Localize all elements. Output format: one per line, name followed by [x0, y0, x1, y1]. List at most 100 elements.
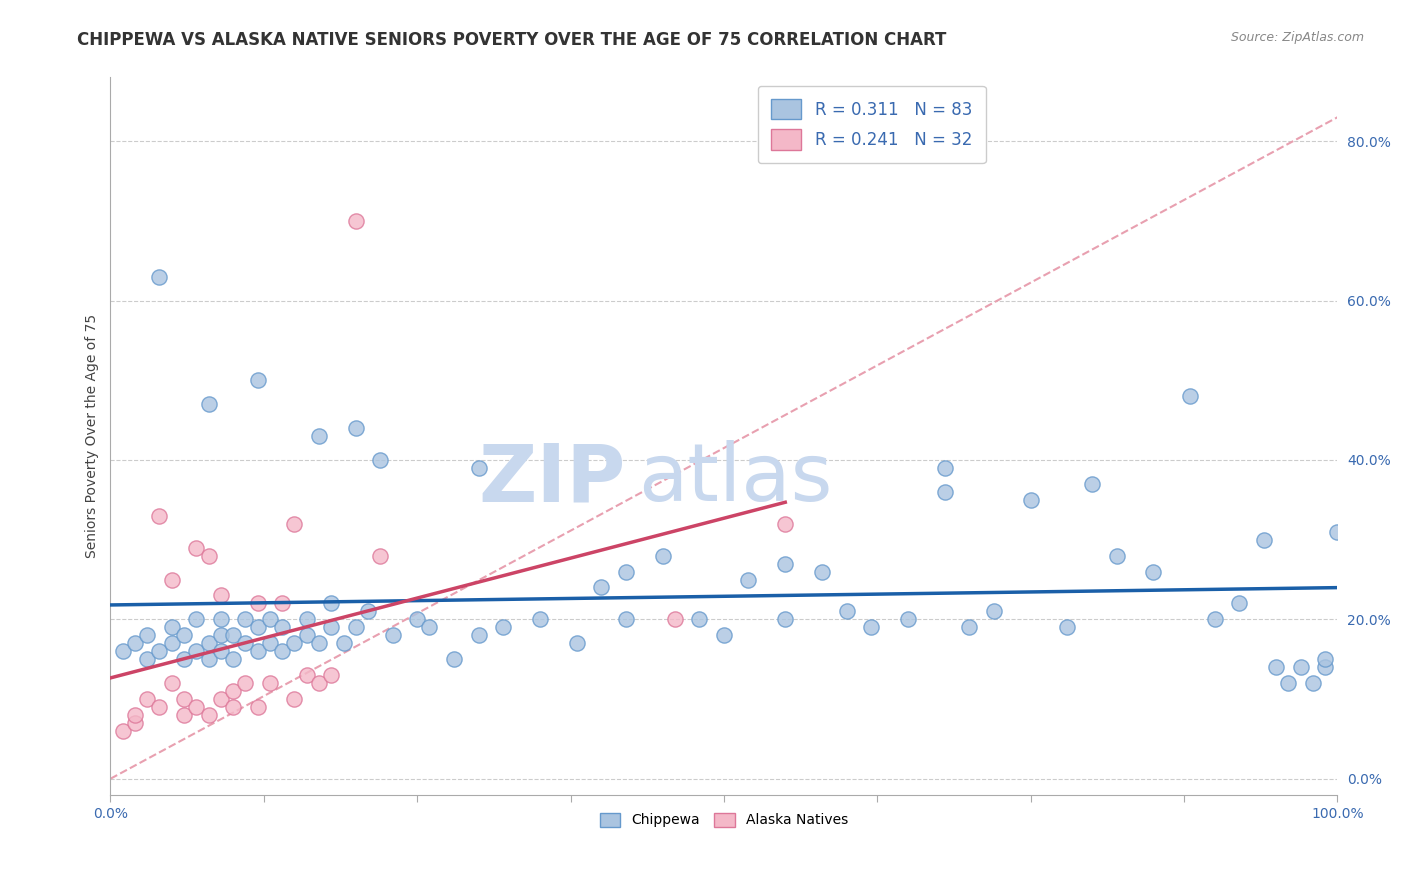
Point: [148, 700, 170, 714]
Point: [246, 596, 269, 610]
Point: [124, 708, 146, 723]
Point: [197, 397, 219, 411]
Point: [209, 589, 232, 603]
Point: [1277, 676, 1299, 690]
Point: [1265, 660, 1288, 674]
Point: [246, 700, 269, 714]
Point: [186, 700, 208, 714]
Point: [197, 636, 219, 650]
Point: [344, 214, 367, 228]
Point: [775, 557, 797, 571]
Point: [418, 620, 440, 634]
Point: [283, 692, 305, 706]
Point: [222, 628, 245, 642]
Point: [1105, 549, 1128, 563]
Point: [111, 723, 134, 738]
Point: [186, 541, 208, 555]
Point: [173, 692, 195, 706]
Point: [186, 612, 208, 626]
Point: [344, 620, 367, 634]
Point: [209, 692, 232, 706]
Point: [136, 652, 159, 666]
Point: [1178, 389, 1201, 403]
Point: [259, 612, 281, 626]
Point: [1313, 652, 1336, 666]
Point: [934, 484, 956, 499]
Point: [835, 604, 858, 618]
Point: [186, 644, 208, 658]
Point: [173, 628, 195, 642]
Point: [934, 461, 956, 475]
Point: [1081, 476, 1104, 491]
Point: [209, 612, 232, 626]
Point: [173, 708, 195, 723]
Point: [235, 636, 257, 650]
Point: [271, 620, 294, 634]
Point: [295, 668, 318, 682]
Point: [1056, 620, 1078, 634]
Point: [1204, 612, 1226, 626]
Point: [197, 708, 219, 723]
Text: atlas: atlas: [638, 440, 832, 518]
Point: [111, 644, 134, 658]
Point: [614, 565, 637, 579]
Point: [246, 620, 269, 634]
Point: [1227, 596, 1250, 610]
Point: [295, 612, 318, 626]
Point: [467, 628, 489, 642]
Point: [1313, 660, 1336, 674]
Point: [222, 652, 245, 666]
Point: [443, 652, 465, 666]
Point: [197, 549, 219, 563]
Point: [295, 628, 318, 642]
Point: [124, 716, 146, 731]
Point: [160, 636, 183, 650]
Point: [148, 269, 170, 284]
Point: [529, 612, 551, 626]
Point: [651, 549, 673, 563]
Point: [209, 644, 232, 658]
Point: [136, 692, 159, 706]
Y-axis label: Seniors Poverty Over the Age of 75: Seniors Poverty Over the Age of 75: [86, 314, 100, 558]
Point: [160, 676, 183, 690]
Point: [308, 676, 330, 690]
Point: [664, 612, 686, 626]
Point: [897, 612, 920, 626]
Legend: Chippewa, Alaska Natives: Chippewa, Alaska Natives: [593, 805, 855, 834]
Point: [344, 421, 367, 435]
Point: [136, 628, 159, 642]
Point: [591, 581, 613, 595]
Text: CHIPPEWA VS ALASKA NATIVE SENIORS POVERTY OVER THE AGE OF 75 CORRELATION CHART: CHIPPEWA VS ALASKA NATIVE SENIORS POVERT…: [77, 31, 946, 49]
Point: [283, 516, 305, 531]
Point: [467, 461, 489, 475]
Point: [124, 636, 146, 650]
Point: [1302, 676, 1324, 690]
Point: [222, 700, 245, 714]
Point: [370, 549, 392, 563]
Point: [713, 628, 735, 642]
Point: [1142, 565, 1164, 579]
Point: [775, 516, 797, 531]
Point: [246, 373, 269, 387]
Point: [860, 620, 883, 634]
Point: [160, 573, 183, 587]
Point: [259, 636, 281, 650]
Point: [321, 620, 343, 634]
Point: [406, 612, 429, 626]
Point: [1253, 533, 1275, 547]
Point: [222, 684, 245, 698]
Point: [148, 508, 170, 523]
Point: [148, 644, 170, 658]
Point: [160, 620, 183, 634]
Point: [811, 565, 834, 579]
Point: [197, 652, 219, 666]
Point: [321, 668, 343, 682]
Point: [957, 620, 980, 634]
Text: Source: ZipAtlas.com: Source: ZipAtlas.com: [1230, 31, 1364, 45]
Point: [775, 612, 797, 626]
Point: [246, 644, 269, 658]
Point: [173, 652, 195, 666]
Point: [321, 596, 343, 610]
Point: [308, 636, 330, 650]
Point: [1289, 660, 1312, 674]
